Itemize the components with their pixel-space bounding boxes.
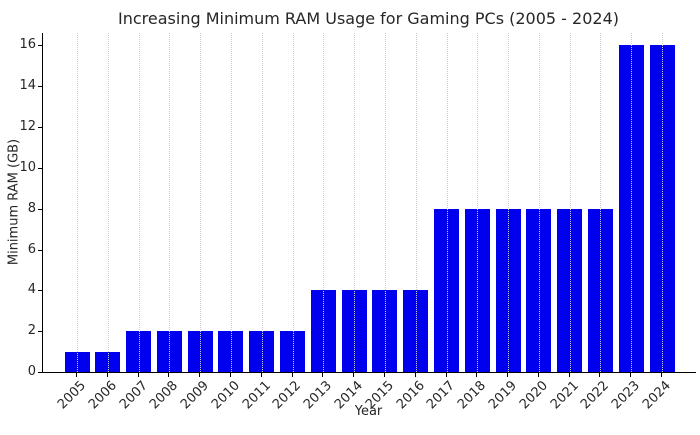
x-tick <box>199 373 201 377</box>
y-tick-label-12: 12 <box>19 118 36 134</box>
y-tick-label-0: 0 <box>27 364 36 379</box>
y-tick-label-4: 4 <box>27 282 36 298</box>
x-tick <box>537 373 539 377</box>
gridline <box>169 33 171 372</box>
gridline <box>261 33 263 372</box>
x-tick <box>630 373 632 377</box>
gridline <box>538 33 540 372</box>
y-tick-label-14: 14 <box>19 78 36 94</box>
x-tick <box>76 373 77 377</box>
gridline <box>354 33 356 372</box>
x-tick <box>568 373 570 377</box>
gridline <box>292 33 294 372</box>
x-tick <box>137 373 139 377</box>
gridline <box>569 33 571 372</box>
x-tick <box>291 373 293 377</box>
gridline <box>107 33 109 372</box>
gridline <box>477 33 479 372</box>
y-tick <box>38 86 42 88</box>
y-tick-label-16: 16 <box>19 37 36 53</box>
gridline <box>600 33 602 372</box>
gridline <box>323 33 325 372</box>
gridline <box>631 33 633 372</box>
y-tick-label-6: 6 <box>27 241 36 257</box>
y-tick-label-2: 2 <box>27 323 36 339</box>
gridline <box>230 33 232 372</box>
x-tick <box>229 373 231 377</box>
gridline <box>415 33 417 372</box>
y-tick <box>38 45 42 47</box>
x-tick <box>661 373 662 377</box>
y-tick <box>38 290 42 292</box>
x-tick <box>106 373 108 377</box>
x-tick <box>168 373 170 377</box>
gridline <box>77 33 78 372</box>
gridline <box>384 33 386 372</box>
chart-title: Increasing Minimum RAM Usage for Gaming … <box>118 9 619 28</box>
x-tick <box>353 373 355 377</box>
y-tick <box>38 249 42 251</box>
y-tick <box>38 167 42 169</box>
gridline <box>446 33 448 372</box>
x-tick <box>476 373 478 377</box>
x-tick <box>383 373 385 377</box>
gridline <box>138 33 140 372</box>
y-tick <box>38 126 42 128</box>
x-axis-label: Year <box>354 404 383 419</box>
gridline <box>662 33 663 372</box>
plot-area <box>42 33 696 373</box>
x-tick <box>599 373 601 377</box>
y-tick-label-10: 10 <box>19 159 36 175</box>
x-tick <box>445 373 447 377</box>
gridline <box>508 33 510 372</box>
y-tick <box>38 331 42 333</box>
y-tick <box>38 208 42 210</box>
x-tick <box>414 373 416 377</box>
x-tick <box>260 373 262 377</box>
gridline <box>200 33 202 372</box>
y-tick <box>38 372 42 373</box>
x-tick <box>322 373 324 377</box>
y-tick-label-8: 8 <box>27 200 36 216</box>
x-tick <box>507 373 509 377</box>
